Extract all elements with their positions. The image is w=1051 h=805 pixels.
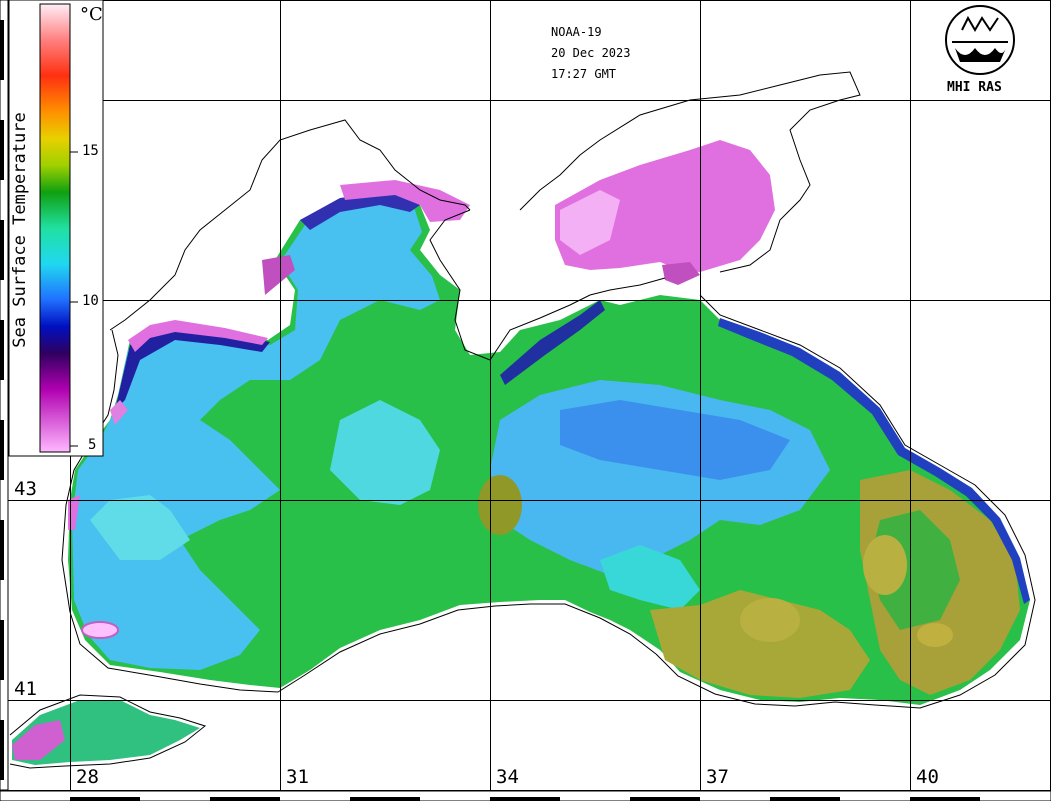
lat-label-43: 43 [14, 478, 37, 500]
lon-label-34: 34 [496, 766, 519, 788]
colorbar-tick-5: 5 [88, 437, 97, 453]
lon-label-37: 37 [706, 766, 729, 788]
acquisition-date: 20 Dec 2023 [551, 46, 631, 60]
eastern-warm-olive [650, 590, 870, 698]
coastline-south [69, 603, 657, 693]
lon-label-31: 31 [286, 766, 309, 788]
cold-margin-crimea [500, 300, 605, 385]
satellite-name: NOAA-19 [551, 25, 602, 39]
bottom-scale [0, 790, 1051, 802]
colorbar-unit: °C [80, 4, 103, 25]
left-scale [0, 0, 9, 791]
cold-margin-northwest [115, 325, 270, 410]
central-cool-core [560, 400, 790, 480]
acquisition-time: 17:27 GMT [551, 67, 617, 81]
marmara-cold-west [12, 720, 65, 760]
warm-eddy-3 [740, 598, 800, 642]
organization-label: MHI RAS [947, 80, 1002, 95]
cool-tongue [600, 545, 700, 610]
warm-eddy [863, 535, 907, 595]
magenta-northwest-coast [128, 320, 268, 352]
magenta-odessa-gulf [340, 180, 470, 222]
coastline-marmara [9, 694, 207, 769]
colorbar-tick-15: 15 [82, 143, 99, 159]
colorbar-title-wrap: Sea Surface Temperature [0, 80, 40, 380]
central-cyan [330, 400, 440, 505]
bosphorus-cold-spot [81, 621, 119, 639]
coastline-east [655, 294, 1036, 709]
warm-patch-central [478, 475, 522, 535]
magenta-karkinit [262, 255, 295, 295]
colorbar-title: Sea Surface Temperature [10, 112, 30, 348]
magenta-danube-delta [110, 400, 128, 425]
lon-label-28: 28 [76, 766, 99, 788]
satellite-info: NOAA-19 20 Dec 2023 17:27 GMT [551, 22, 630, 85]
sea-of-azov-light [560, 190, 620, 255]
colorbar-ticks [70, 151, 78, 447]
sea-of-marmara [12, 700, 200, 765]
warm-eddy-2 [917, 623, 953, 647]
kerch-strait [662, 262, 700, 285]
cold-margin-odessa [300, 190, 420, 230]
lon-label-40: 40 [916, 766, 939, 788]
coastline-azov-north [519, 71, 861, 273]
lat-label-41: 41 [14, 678, 37, 700]
colorbar [39, 3, 71, 453]
western-light-cyan [90, 495, 190, 560]
colorbar-tick-10: 10 [82, 293, 99, 309]
mhi-ras-logo-icon [945, 5, 1015, 75]
